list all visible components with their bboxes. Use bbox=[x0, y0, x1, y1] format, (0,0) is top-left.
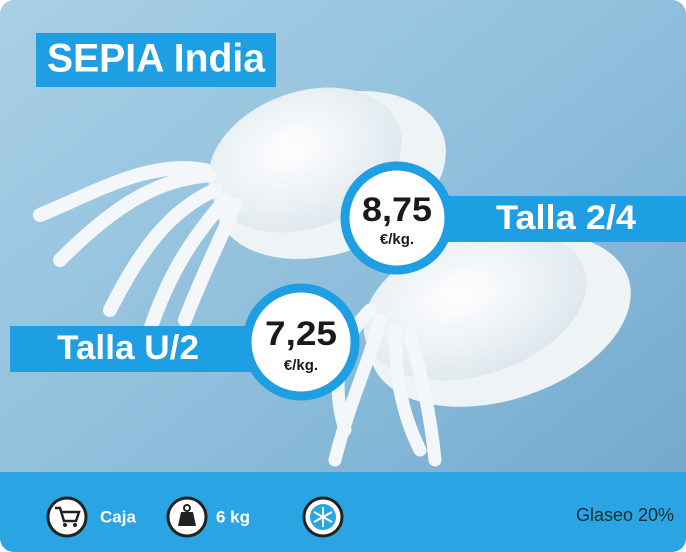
price: 8,75 bbox=[362, 191, 432, 229]
weight-icon bbox=[168, 498, 206, 536]
size-label: Talla 2/4 bbox=[496, 199, 636, 237]
price: 7,25 bbox=[265, 315, 337, 353]
price-unit: €/kg. bbox=[380, 231, 414, 248]
title: SEPIA India bbox=[47, 37, 266, 81]
frozen-icon bbox=[304, 498, 342, 536]
card-content: SEPIA India Talla 2/4 8,75 €/kg. Talla U… bbox=[0, 0, 686, 552]
product-card: SEPIA India Talla 2/4 8,75 €/kg. Talla U… bbox=[0, 0, 686, 552]
size-label: Talla U/2 bbox=[57, 329, 199, 367]
footer-label: Caja bbox=[100, 507, 136, 526]
cart-icon bbox=[48, 498, 86, 536]
glaze-label: Glaseo 20% bbox=[576, 505, 674, 525]
footer-label: 6 kg bbox=[216, 507, 250, 526]
price-unit: €/kg. bbox=[284, 357, 318, 374]
